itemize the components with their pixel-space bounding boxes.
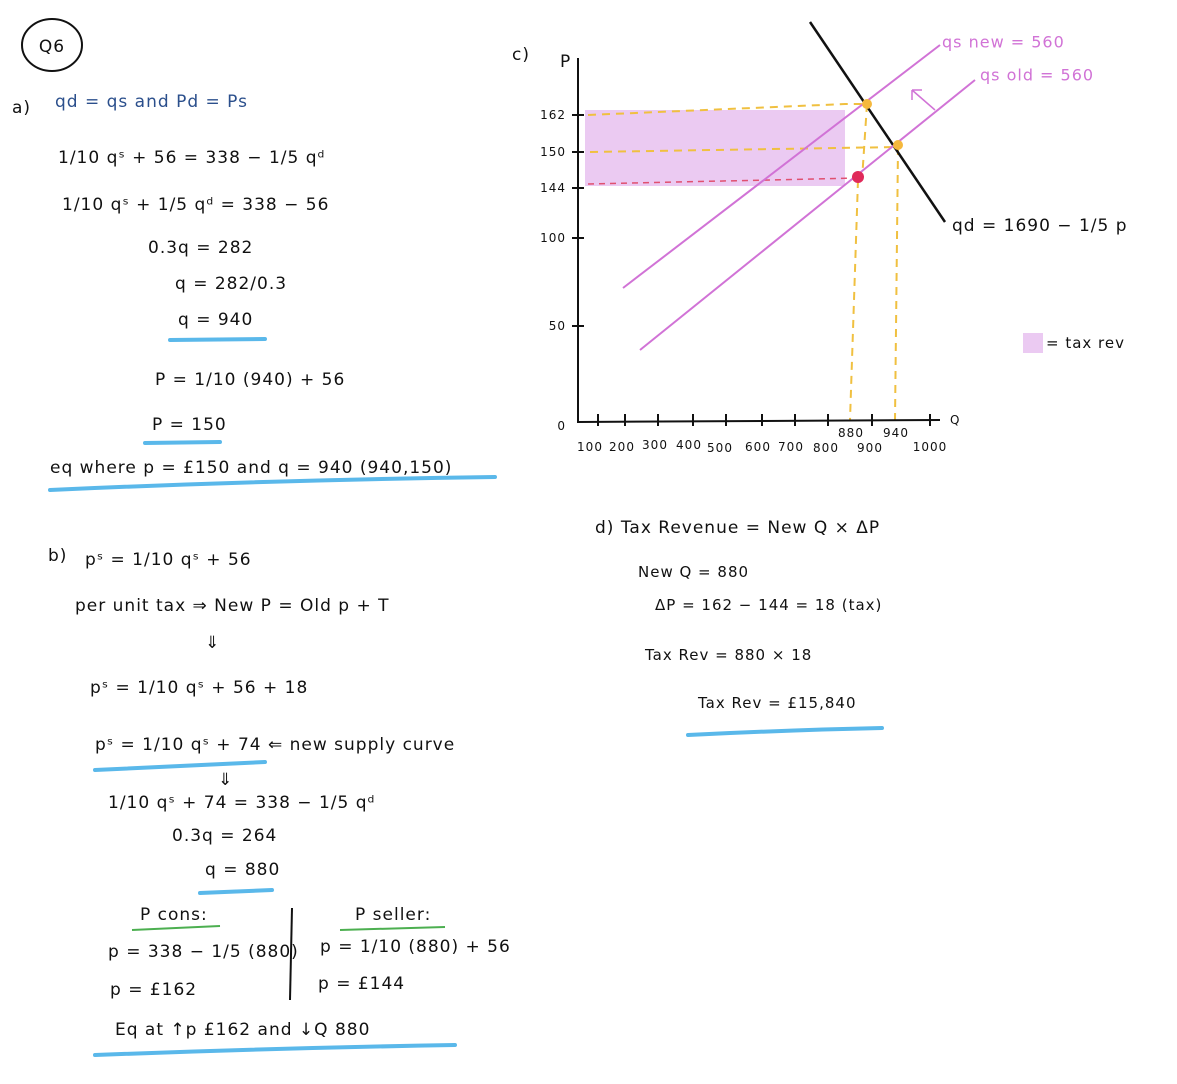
x-tick-label: 200 (609, 440, 635, 454)
underline (48, 475, 497, 492)
y-tick-label: 144 (540, 181, 566, 195)
equation: 0.3q = 282 (148, 238, 253, 258)
axes (577, 58, 941, 424)
guide-line (894, 146, 899, 421)
underline (339, 926, 446, 931)
equation: Tax Rev = 880 × 18 (644, 646, 812, 664)
part-label: a) (12, 98, 31, 118)
column-heading: P seller: (355, 905, 431, 925)
equation: qd = qs and Pd = Ps (55, 92, 248, 112)
conclusion: Eq at ↑p £162 and ↓Q 880 (115, 1020, 370, 1040)
legend-label: = tax rev (1046, 334, 1125, 352)
equation: pˢ = 1/10 qˢ + 56 (85, 550, 252, 570)
y-tick-label: 150 (540, 145, 566, 159)
tick-mark (572, 114, 584, 327)
underline (131, 925, 221, 931)
equation: q = 940 (178, 310, 253, 330)
equation: 0.3q = 264 (172, 826, 277, 846)
underline (686, 726, 884, 737)
equation: pˢ = 1/10 qˢ + 74 ⇐ new supply curve (95, 735, 455, 755)
guide-line (587, 103, 867, 116)
line-label: qs new = 560 (942, 33, 1065, 52)
y-tick-label: 100 (540, 231, 566, 245)
x-tick-label: 500 (707, 441, 733, 455)
equation: q = 282/0.3 (175, 274, 287, 294)
equation: pˢ = 1/10 qˢ + 56 + 18 (90, 678, 308, 698)
shift-arrow (911, 89, 936, 111)
new-supply-line (622, 44, 941, 289)
guide-line (861, 103, 868, 181)
equation: New Q = 880 (638, 563, 749, 581)
column-heading: P cons: (140, 905, 208, 925)
equation: d) Tax Revenue = New Q × ΔP (595, 518, 880, 538)
part-label: b) (48, 546, 67, 566)
underline (143, 440, 222, 445)
equation: p = 338 − 1/5 (880) (108, 942, 299, 962)
guide-line (589, 146, 899, 153)
question-label: Q6 (39, 37, 65, 57)
axis-label: P (560, 52, 571, 72)
x-tick-label: 1000 (913, 440, 948, 454)
x-tick-label: 300 (642, 438, 668, 452)
x-tick-label: 600 (745, 440, 771, 454)
equation: p = £162 (110, 980, 197, 1000)
line-label: qs old = 560 (980, 66, 1094, 85)
y-tick-label: 162 (540, 108, 566, 122)
equation: Tax Rev = £15,840 (697, 694, 857, 712)
underline (168, 337, 267, 342)
equation: P = 150 (152, 415, 227, 435)
x-tick-label: 400 (676, 438, 702, 452)
equation: P = 1/10 (940) + 56 (155, 370, 345, 390)
guide-line (587, 177, 859, 185)
legend-swatch (1023, 333, 1043, 353)
y-ticks (572, 114, 931, 426)
question-circle (21, 18, 83, 72)
equation: ΔP = 162 − 144 = 18 (tax) (655, 596, 882, 614)
equation: q = 880 (205, 860, 280, 880)
underline (93, 760, 267, 772)
x-tick-label: 700 (778, 440, 804, 454)
underline (198, 888, 274, 895)
x-tick-label: 940 (883, 426, 909, 440)
point (852, 171, 864, 183)
tick-mark (597, 414, 931, 426)
line-label: qd = 1690 − 1/5 p (952, 216, 1128, 236)
x-tick-label: 800 (813, 441, 839, 455)
underline (93, 1043, 457, 1057)
point (862, 99, 872, 109)
old-supply-line (639, 79, 976, 351)
arrow: ⇓ (218, 770, 233, 790)
equation: per unit tax ⇒ New P = Old p + T (75, 596, 390, 616)
equation: p = 1/10 (880) + 56 (320, 937, 511, 957)
x-tick-label: 100 (577, 440, 603, 454)
demand-line (808, 21, 947, 223)
axis-label: Q (950, 413, 960, 427)
equation: 1/10 qˢ + 56 = 338 − 1/5 qᵈ (58, 148, 325, 168)
conclusion: eq where p = £150 and q = 940 (940,150) (50, 458, 452, 478)
y-tick-label: 50 (549, 319, 566, 333)
point (893, 140, 903, 150)
arrow: ⇓ (205, 633, 220, 653)
equation: p = £144 (318, 974, 405, 994)
y-tick-label: 0 (557, 419, 566, 433)
equation: 1/10 qˢ + 1/5 qᵈ = 338 − 56 (62, 195, 329, 215)
divider (289, 907, 293, 1001)
x-tick-label: 880 (838, 426, 864, 440)
guide-line (849, 179, 859, 421)
part-label: c) (512, 45, 530, 65)
equation: 1/10 qˢ + 74 = 338 − 1/5 qᵈ (108, 793, 375, 813)
x-tick-label: 900 (857, 441, 883, 455)
